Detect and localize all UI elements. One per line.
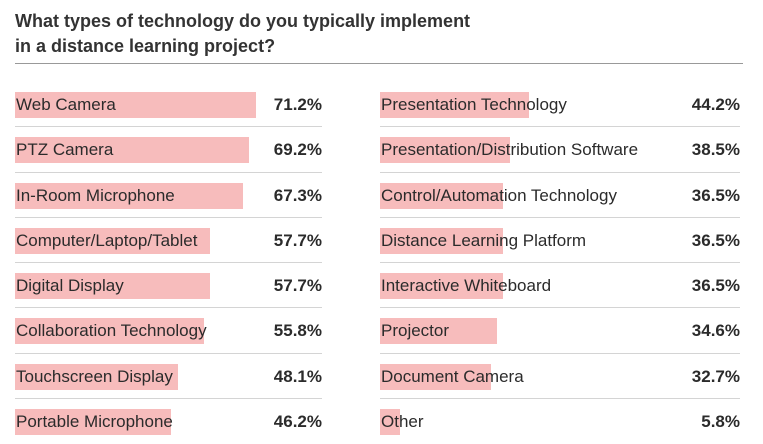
- bar-category-label: Projector: [381, 321, 450, 341]
- bar-value-label: 57.7%: [273, 276, 322, 296]
- bar-category-label: Interactive Whiteboard: [381, 276, 552, 296]
- bar-row: Other 5.8%: [380, 399, 740, 444]
- bar: [380, 92, 530, 118]
- bar: [15, 273, 210, 300]
- bar: [15, 137, 249, 164]
- bar-category-label: Control/Automation Technology: [381, 185, 617, 205]
- bar: [380, 318, 497, 345]
- row-divider: [15, 216, 322, 218]
- bar: [15, 318, 204, 345]
- bar-value-label: 5.8%: [701, 412, 740, 432]
- chart-title-line-2: in a distance learning project?: [15, 36, 276, 56]
- row-divider: [380, 307, 740, 309]
- chart-column-right: Presentation Technology 44.2% Presentation…: [380, 82, 740, 444]
- bar: [15, 409, 172, 436]
- bar-value-label: 36.5%: [691, 230, 740, 250]
- bar-category-label: Portable Microphone: [16, 412, 173, 432]
- bar-value-label: 34.6%: [691, 321, 740, 341]
- bar-category-label: Presentation/Distribution Software: [381, 140, 639, 160]
- bar-category-label: Collaboration Technology: [16, 321, 207, 341]
- bar-row: In-Room Microphone 67.3%: [15, 173, 322, 218]
- bar-row: Presentation/Distribution Software 38.5%: [380, 127, 740, 173]
- row-divider: [380, 262, 740, 264]
- bar-value-label: 36.5%: [691, 276, 740, 296]
- bar-category-label: Presentation Technology: [381, 95, 567, 114]
- bar-category-label: Distance Learning Platform: [381, 230, 587, 250]
- row-divider: [380, 126, 740, 128]
- bar-row: Document Camera 32.7%: [380, 354, 740, 400]
- bar: [15, 92, 256, 118]
- row-divider: [15, 307, 322, 309]
- bar-category-label: In-Room Microphone: [16, 185, 175, 205]
- bar-category-label: Other: [381, 412, 424, 432]
- bar-row: Collaboration Technology 55.8%: [15, 308, 322, 354]
- bar-category-label: Computer/Laptop/Tablet: [16, 230, 198, 250]
- bar-category-label: Digital Display: [16, 276, 124, 296]
- bar-value-label: 71.2%: [273, 95, 322, 114]
- row-divider: [380, 171, 740, 173]
- bar-value-label: 69.2%: [273, 140, 322, 160]
- bar-value-label: 48.1%: [273, 366, 322, 386]
- chart-column-left: Web Camera 71.2% PTZ Camera 69.2% In-Room Mi…: [15, 82, 322, 444]
- row-divider: [380, 352, 740, 354]
- row-divider: [15, 262, 322, 264]
- bar-category-label: Touchscreen Display: [16, 366, 173, 386]
- bar-category-label: Document Camera: [381, 366, 524, 386]
- bar-row: Touchscreen Display 48.1%: [15, 354, 322, 400]
- row-divider: [380, 216, 740, 218]
- row-divider: [15, 126, 322, 128]
- bar-value-label: 36.5%: [691, 185, 740, 205]
- bar: [380, 363, 491, 390]
- bar: [380, 273, 504, 300]
- bar-row: Digital Display 57.7%: [15, 263, 322, 309]
- bar-row: PTZ Camera 69.2%: [15, 127, 322, 173]
- bar: [380, 227, 504, 254]
- title-divider: [15, 63, 743, 64]
- bar-value-label: 46.2%: [273, 412, 322, 432]
- bar-value-label: 67.3%: [273, 185, 322, 205]
- row-divider: [15, 398, 322, 400]
- bar-row: Portable Microphone 46.2%: [15, 399, 322, 444]
- row-divider: [15, 352, 322, 354]
- bar-value-label: 32.7%: [691, 366, 740, 386]
- bar: [15, 363, 178, 390]
- bar: [380, 409, 400, 436]
- bar-value-label: 38.5%: [691, 140, 740, 160]
- row-divider: [380, 398, 740, 400]
- bar: [380, 182, 504, 209]
- bar-category-label: Web Camera: [16, 95, 116, 114]
- bar: [15, 182, 243, 209]
- bar-row: Computer/Laptop/Tablet 57.7%: [15, 218, 322, 264]
- chart-title-line-1: What types of technology do you typicall…: [15, 11, 471, 31]
- bar-row: Control/Automation Technology 36.5%: [380, 173, 740, 218]
- bar-row: Projector 34.6%: [380, 308, 740, 354]
- bar-row: Web Camera 71.2%: [15, 82, 322, 128]
- bar-category-label: PTZ Camera: [16, 140, 114, 160]
- bar-row: Presentation Technology 44.2%: [380, 82, 740, 128]
- bar-value-label: 57.7%: [273, 230, 322, 250]
- bar-row: Interactive Whiteboard 36.5%: [380, 263, 740, 309]
- bar-value-label: 44.2%: [691, 95, 740, 114]
- chart-title: What types of technology do you typicall…: [15, 9, 575, 59]
- row-divider: [15, 171, 322, 173]
- bar: [15, 227, 210, 254]
- bar-value-label: 55.8%: [273, 321, 322, 341]
- bar-row: Distance Learning Platform 36.5%: [380, 218, 740, 264]
- bar: [380, 137, 511, 164]
